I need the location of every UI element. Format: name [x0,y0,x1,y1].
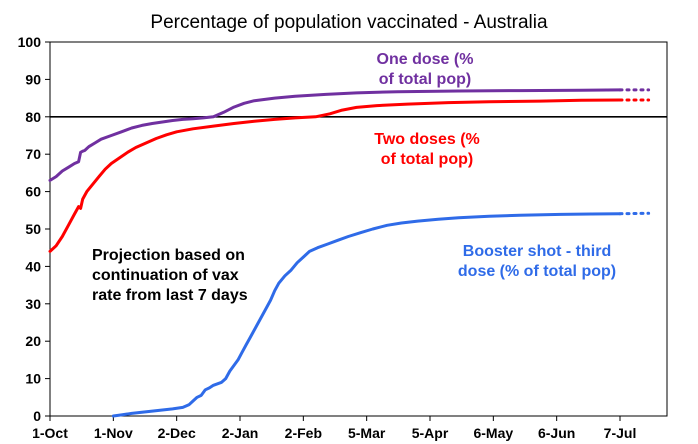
label-layer: One dose (% of total pop) Two doses (% of t… [92,51,616,304]
series-line-2 [111,212,622,418]
y-tick-label: 40 [25,258,41,274]
chart-title: Percentage of population vaccinated - Au… [150,12,548,33]
x-tick-label: 1-Oct [32,425,68,441]
y-tick-label: 60 [25,184,41,200]
x-tick-label: 6-Jun [538,425,575,441]
series-label-2: Booster shot - third [463,243,611,260]
series-label-0: One dose (% [377,51,474,68]
y-tick-label: 80 [25,109,41,125]
x-tick-label: 5-Apr [412,425,449,441]
series-line-0 [48,88,622,182]
x-tick-label: 2-Jan [222,425,259,441]
x-tick-label: 2-Feb [285,425,322,441]
x-tick-label: 5-Mar [348,425,386,441]
plot-frame [49,41,668,417]
y-tick-label: 0 [33,408,41,424]
y-tick-label: 70 [25,146,41,162]
y-tick-label: 90 [25,71,41,87]
series-label-1: of total pop) [381,151,473,168]
x-tick-label: 2-Dec [158,425,196,441]
projection-note: Projection based on [92,247,245,264]
series-label-1: Two doses (% [374,131,480,148]
series-label-2: dose (% of total pop) [458,263,616,280]
projection-note: rate from last 7 days [92,287,248,304]
series-label-0: of total pop) [379,71,471,88]
y-tick-label: 20 [25,333,41,349]
axis-layer: 0 10 20 30 40 50 60 70 80 90 100 1-Oct 1-Nov 2-Dec 2-J… [18,34,668,441]
x-tick-label: 6-May [473,425,513,441]
x-tick-label: 1-Nov [94,425,133,441]
series-layer [48,88,667,418]
y-tick-label: 100 [18,34,42,50]
projection-note: continuation of vax [92,267,239,284]
y-tick-label: 10 [25,371,41,387]
x-tick-label: 7-Jul [604,425,637,441]
series-line-1 [48,98,622,253]
y-tick-label: 50 [25,221,41,237]
y-tick-label: 30 [25,296,41,312]
